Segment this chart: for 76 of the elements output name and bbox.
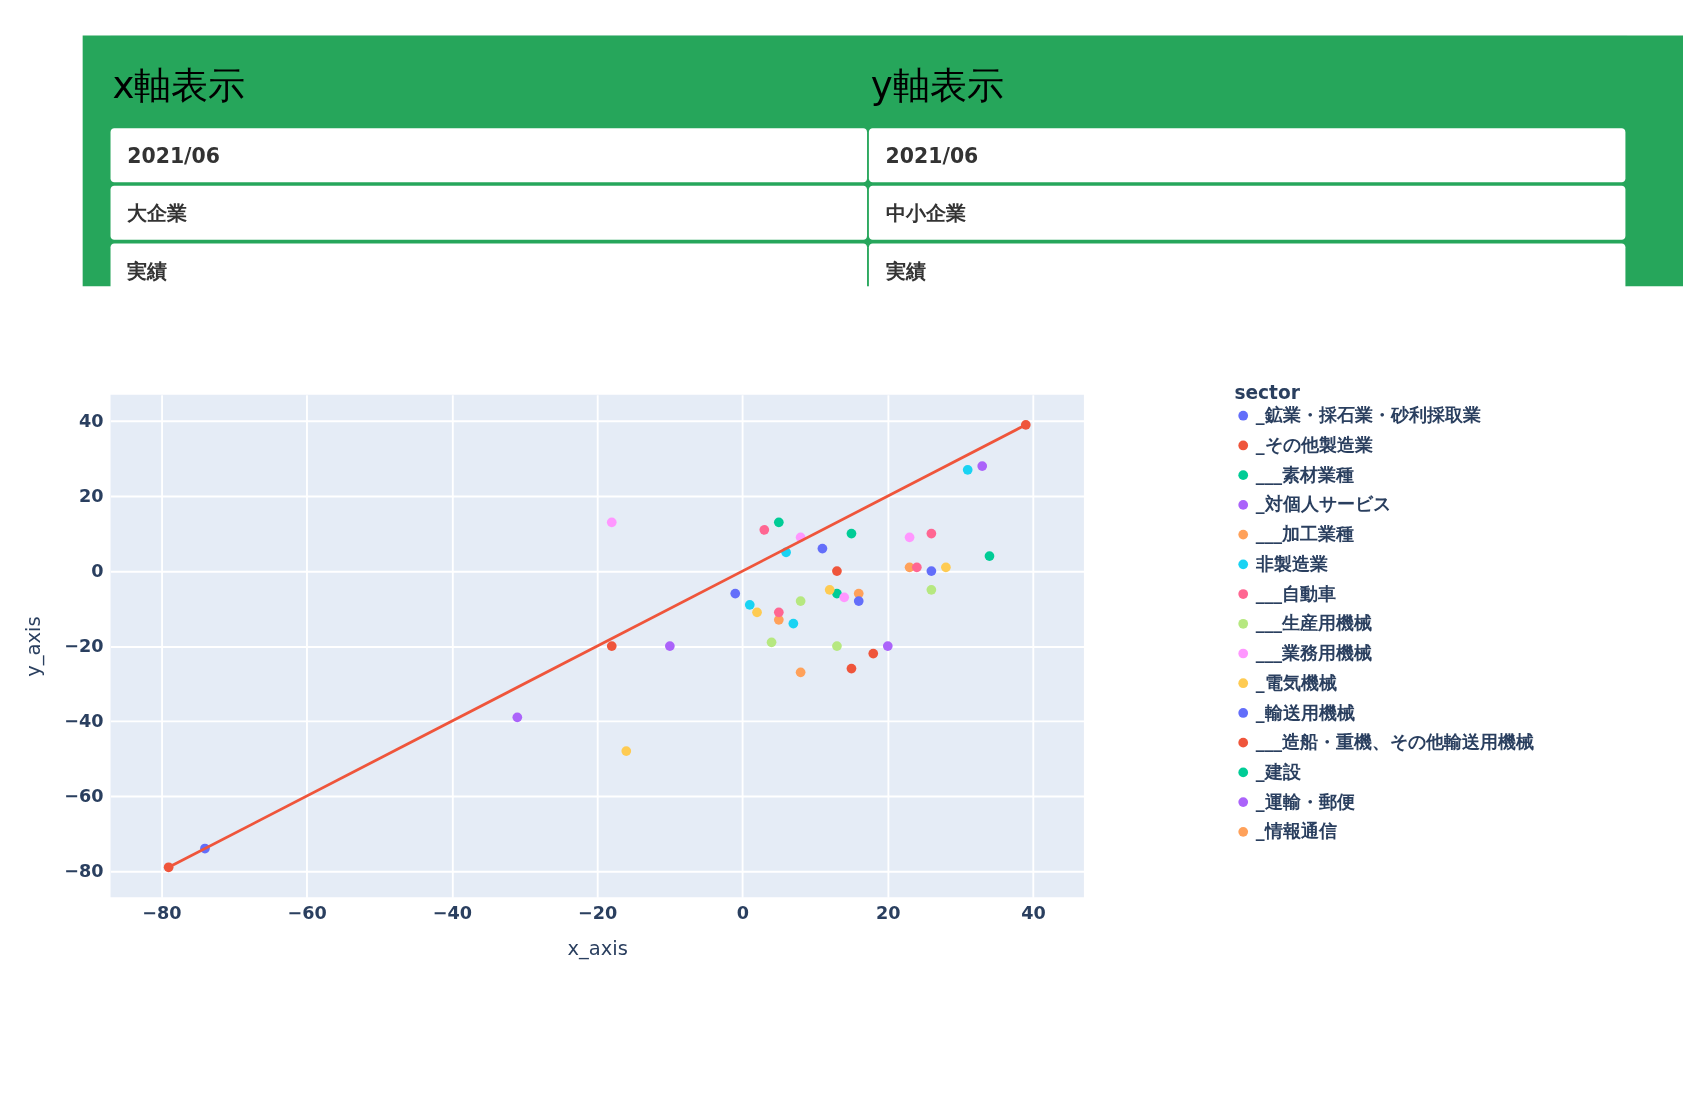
point — [853, 596, 864, 606]
text: 実績 — [126, 258, 168, 283]
point — [795, 596, 806, 606]
point — [904, 532, 915, 543]
point — [941, 562, 951, 573]
point — [926, 566, 937, 576]
point — [839, 592, 850, 603]
x-tick-label: −60 — [287, 903, 327, 924]
point — [846, 663, 857, 674]
legend-label: _輸送用機械 — [1255, 702, 1355, 723]
point — [817, 543, 828, 554]
legend-label: ___素材業種 — [1255, 464, 1355, 485]
point — [773, 517, 784, 528]
text: x軸表示 — [112, 63, 246, 107]
legend-label: ___造船・重機、その他輸送用機械 — [1255, 732, 1535, 753]
point — [984, 551, 995, 561]
point — [664, 641, 675, 651]
text: 2021/06 — [885, 143, 979, 168]
legend-label: ___加工業種 — [1255, 524, 1355, 545]
legend-label: 非製造業 — [1254, 553, 1328, 574]
y-axis-title: y_axis — [22, 616, 46, 677]
point — [977, 461, 988, 471]
point — [788, 618, 799, 629]
point — [911, 562, 922, 573]
legend-label: _その他製造業 — [1255, 435, 1373, 456]
point — [766, 637, 777, 648]
point — [759, 524, 770, 535]
y-tick-label: 20 — [79, 486, 104, 507]
x-tick-label: −40 — [432, 903, 473, 924]
legend-label: _建設 — [1255, 761, 1302, 782]
point — [744, 599, 755, 610]
point — [926, 584, 937, 595]
text: 中小企業 — [885, 201, 966, 226]
x-tick-label: 0 — [736, 903, 750, 924]
legend-label: _対個人サービス — [1255, 494, 1391, 515]
text: 実績 — [884, 258, 926, 283]
point — [606, 517, 617, 528]
y-tick-label: −60 — [64, 786, 104, 807]
point — [832, 641, 842, 651]
x-tick-label: −80 — [142, 903, 182, 924]
legend-label: _情報通信 — [1255, 821, 1337, 842]
legend-label: ___生産用機械 — [1255, 613, 1373, 634]
legend-label: _運輸・郵便 — [1255, 791, 1355, 812]
point — [163, 862, 174, 873]
legend-label: _電気機械 — [1255, 672, 1337, 693]
legend-label: ___業務用機械 — [1255, 643, 1373, 664]
text: y軸表示 — [870, 63, 1004, 107]
y-tick-label: 40 — [79, 411, 104, 432]
legend-label: ___自動車 — [1255, 583, 1337, 604]
x-tick-label: 20 — [875, 903, 901, 924]
point — [882, 641, 893, 651]
point — [868, 648, 879, 659]
point — [773, 607, 784, 618]
point — [752, 607, 762, 618]
y-tick-label: −20 — [64, 636, 104, 657]
point — [846, 528, 857, 539]
point — [512, 712, 523, 723]
text: 2021/06 — [127, 143, 220, 168]
y-tick-label: −80 — [64, 861, 104, 882]
point — [730, 588, 741, 599]
legend-label: _鉱業・採石業・砂利採取業 — [1255, 405, 1481, 426]
text: 大企業 — [127, 201, 188, 226]
y-tick-label: 0 — [91, 561, 104, 582]
point — [1020, 419, 1031, 430]
x-axis-title: x_axis — [567, 937, 628, 961]
point — [606, 641, 617, 651]
x-tick-label: −20 — [578, 903, 618, 924]
point — [926, 528, 937, 539]
y-tick-label: −40 — [64, 711, 104, 732]
point — [795, 667, 806, 678]
point — [824, 584, 835, 595]
x-tick-label: 40 — [1021, 903, 1046, 924]
point — [621, 746, 632, 756]
point — [962, 464, 973, 475]
point — [832, 566, 842, 576]
legend-title: sector — [1234, 381, 1301, 403]
